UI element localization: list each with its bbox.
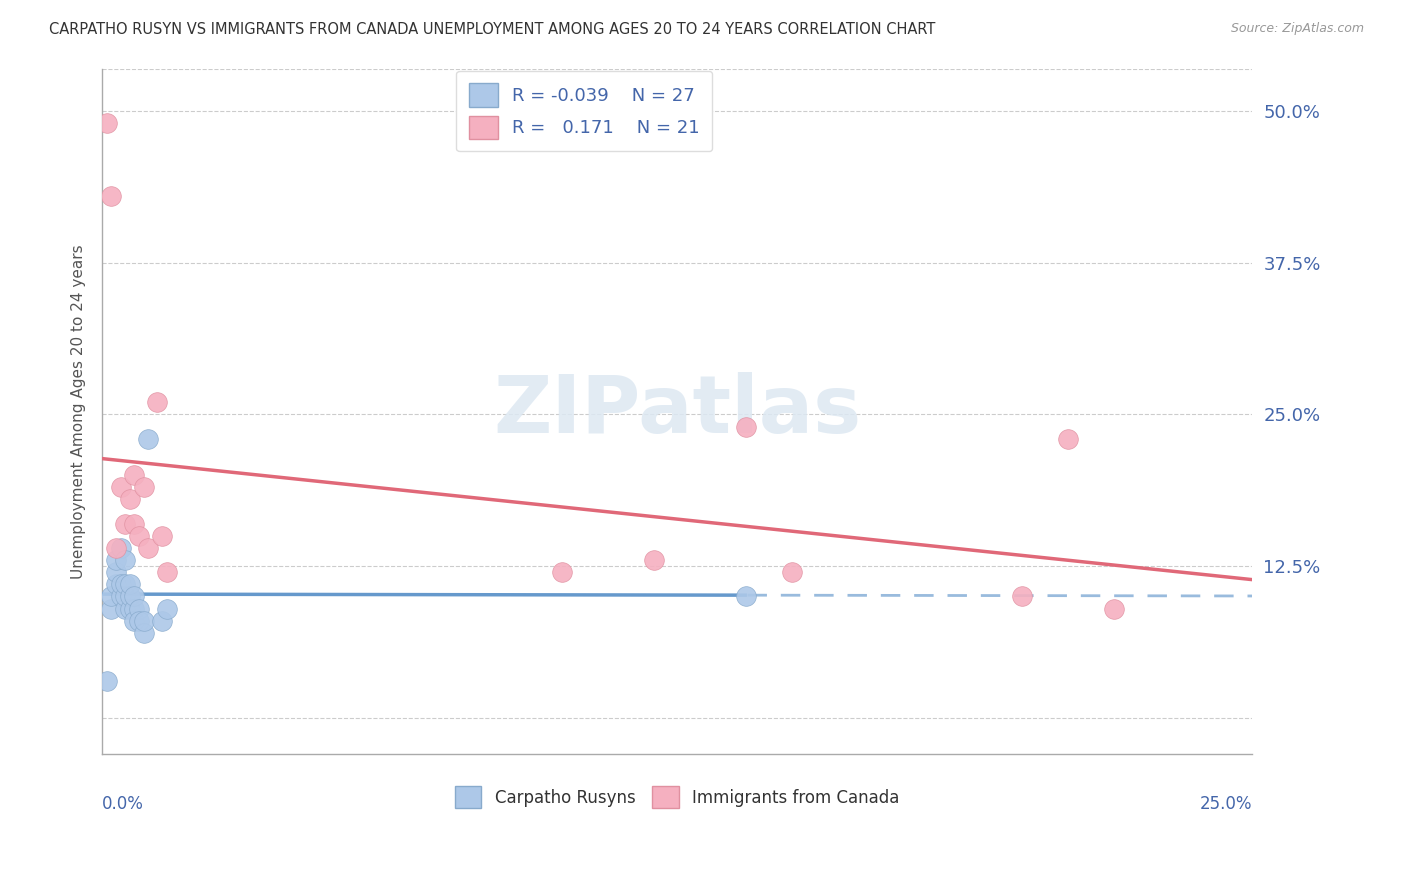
Point <box>735 419 758 434</box>
Point <box>1057 432 1080 446</box>
Point <box>105 577 128 591</box>
Point <box>114 601 136 615</box>
Point <box>1011 590 1033 604</box>
Point <box>105 553 128 567</box>
Point <box>96 674 118 689</box>
Point <box>118 577 141 591</box>
Point <box>156 601 179 615</box>
Point <box>118 601 141 615</box>
Point <box>110 577 132 591</box>
Point <box>132 614 155 628</box>
Point <box>132 480 155 494</box>
Point <box>146 395 169 409</box>
Point <box>114 577 136 591</box>
Point <box>124 516 146 531</box>
Point <box>156 565 179 579</box>
Point <box>1102 601 1125 615</box>
Point <box>132 625 155 640</box>
Text: Source: ZipAtlas.com: Source: ZipAtlas.com <box>1230 22 1364 36</box>
Point <box>118 492 141 507</box>
Point <box>643 553 665 567</box>
Point <box>551 565 574 579</box>
Text: 25.0%: 25.0% <box>1199 796 1253 814</box>
Point <box>780 565 803 579</box>
Text: CARPATHO RUSYN VS IMMIGRANTS FROM CANADA UNEMPLOYMENT AMONG AGES 20 TO 24 YEARS : CARPATHO RUSYN VS IMMIGRANTS FROM CANADA… <box>49 22 935 37</box>
Point <box>96 116 118 130</box>
Point <box>124 614 146 628</box>
Point <box>110 590 132 604</box>
Point <box>105 565 128 579</box>
Point <box>150 529 173 543</box>
Point <box>100 601 122 615</box>
Point <box>136 541 159 555</box>
Point <box>100 189 122 203</box>
Text: ZIPatlas: ZIPatlas <box>494 372 862 450</box>
Point <box>128 529 150 543</box>
Point <box>105 541 128 555</box>
Legend: Carpatho Rusyns, Immigrants from Canada: Carpatho Rusyns, Immigrants from Canada <box>449 780 907 814</box>
Point <box>114 553 136 567</box>
Point <box>110 541 132 555</box>
Point <box>735 590 758 604</box>
Point <box>150 614 173 628</box>
Point <box>128 601 150 615</box>
Point <box>114 516 136 531</box>
Point <box>110 480 132 494</box>
Text: 0.0%: 0.0% <box>103 796 143 814</box>
Point <box>124 601 146 615</box>
Point <box>124 590 146 604</box>
Point <box>114 590 136 604</box>
Y-axis label: Unemployment Among Ages 20 to 24 years: Unemployment Among Ages 20 to 24 years <box>72 244 86 579</box>
Point <box>128 614 150 628</box>
Point <box>118 590 141 604</box>
Point <box>136 432 159 446</box>
Point <box>100 590 122 604</box>
Point <box>124 468 146 483</box>
